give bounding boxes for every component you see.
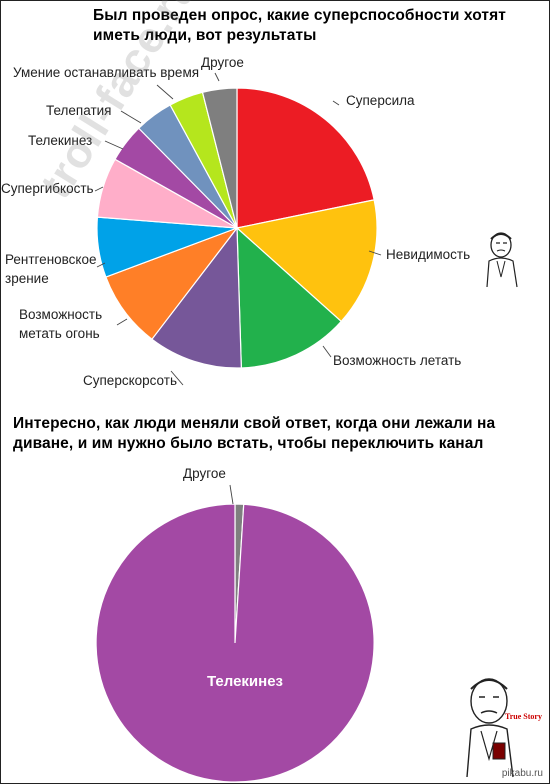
pie1-slice-другое xyxy=(201,87,238,229)
leader-line xyxy=(214,72,220,82)
chart1-title: Был проведен опрос, какие суперспособнос… xyxy=(93,7,506,44)
leader-line xyxy=(322,345,332,358)
leader-line xyxy=(94,186,104,192)
leader-line xyxy=(120,110,142,124)
pie1-label-суперскорсоть: Суперскорсоть xyxy=(83,373,177,388)
pie1-label-другое: Другое xyxy=(201,55,244,70)
pie1-label-умение-останавливать-время: Умение останавливать время xyxy=(13,65,199,80)
leader-line xyxy=(229,484,234,505)
leader-line xyxy=(156,84,174,100)
leader-line xyxy=(170,370,184,386)
pie1-label-телепатия: Телепатия xyxy=(46,103,112,118)
pie2-label-telekinesis: Телекинез xyxy=(207,673,283,690)
pie1-slice-суперскорсоть xyxy=(151,226,242,369)
sketch-face-icon xyxy=(486,232,518,288)
leader-line xyxy=(332,100,340,106)
pie1-label-возможность-метать-огонь: Возможность метать огонь xyxy=(19,307,102,341)
pie1-label-телекинез: Телекинез xyxy=(28,133,92,148)
source-watermark: pikabu.ru xyxy=(501,768,543,779)
pie1-label-возможность-летать: Возможность летать xyxy=(333,353,461,368)
leader-line xyxy=(96,262,106,268)
pie1-label-супергибкость: Супергибкость xyxy=(1,181,94,196)
pie1-slice-суперсила xyxy=(236,87,375,229)
pie1-slice-невидимость xyxy=(235,199,378,323)
pie1-slice-возможность-летать xyxy=(236,226,343,369)
chart2-title: Интересно, как люди меняли свой ответ, к… xyxy=(13,415,496,452)
true-story-label: True Story xyxy=(505,712,542,721)
leader-line xyxy=(116,318,128,326)
pie2-slice-телекинез xyxy=(95,503,375,783)
leader-line xyxy=(104,140,124,150)
pie1-label-рентгеновское-зрение: Рентгеновское зрение xyxy=(5,252,97,286)
pie2-label-other: Другое xyxy=(183,466,226,481)
leader-line xyxy=(368,250,382,256)
pie-chart-1: Суперсила Невидимость Возможность летать Су… xyxy=(1,55,470,388)
pie1-label-суперсила: Суперсила xyxy=(346,93,415,108)
true-story-meme-image: True Story xyxy=(441,669,545,779)
pie1-label-невидимость: Невидимость xyxy=(386,247,470,262)
